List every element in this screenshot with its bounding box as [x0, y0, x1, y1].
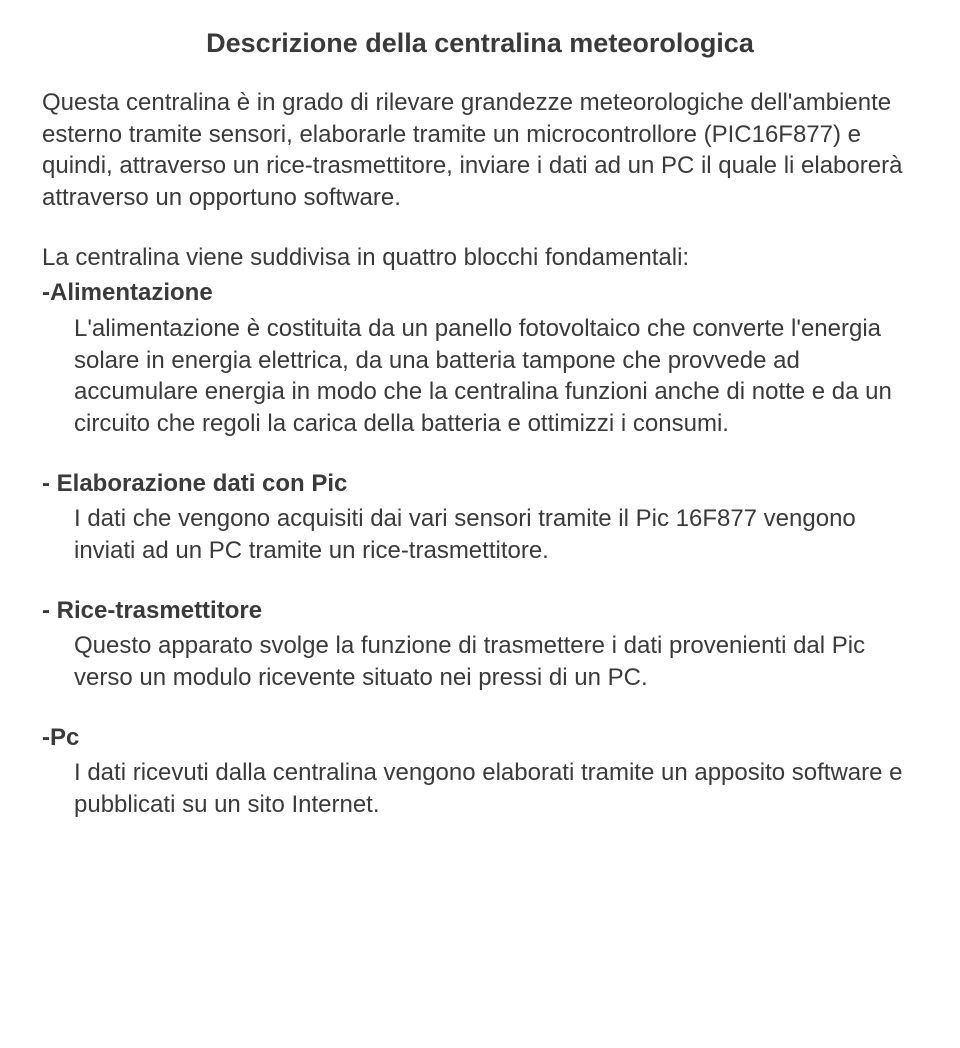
- section-alimentazione: La centralina viene suddivisa in quattro…: [42, 242, 918, 440]
- heading-elaborazione: - Elaborazione dati con Pic: [42, 468, 918, 500]
- section-elaborazione: - Elaborazione dati con Pic I dati che v…: [42, 468, 918, 567]
- section-pc: -Pc I dati ricevuti dalla centralina ven…: [42, 722, 918, 821]
- body-alimentazione: L'alimentazione è costituita da un panel…: [42, 313, 918, 440]
- document-page: Descrizione della centralina meteorologi…: [0, 0, 960, 889]
- heading-alimentazione: -Alimentazione: [42, 277, 918, 309]
- body-elaborazione: I dati che vengono acquisiti dai vari se…: [42, 503, 918, 566]
- section-rice: - Rice-trasmettitore Questo apparato svo…: [42, 595, 918, 694]
- heading-rice: - Rice-trasmettitore: [42, 595, 918, 627]
- lead-line: La centralina viene suddivisa in quattro…: [42, 242, 918, 274]
- body-rice: Questo apparato svolge la funzione di tr…: [42, 630, 918, 693]
- heading-pc: -Pc: [42, 722, 918, 754]
- body-pc: I dati ricevuti dalla centralina vengono…: [42, 757, 918, 820]
- page-title: Descrizione della centralina meteorologi…: [42, 28, 918, 59]
- intro-paragraph: Questa centralina è in grado di rilevare…: [42, 87, 918, 214]
